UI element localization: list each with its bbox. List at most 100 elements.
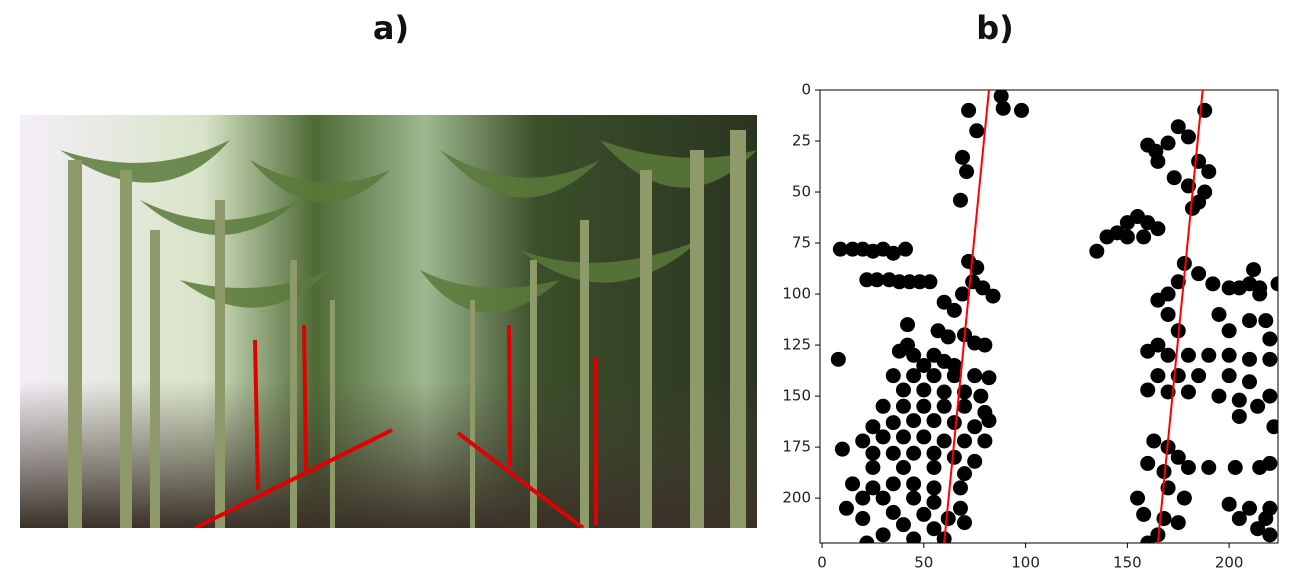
dot [1262,388,1278,404]
dot [1252,286,1268,302]
dot [1180,384,1196,400]
dot [981,370,997,386]
dot [906,445,922,461]
dot [961,102,977,118]
dot [922,274,938,290]
dot [1180,460,1196,475]
dot [906,490,922,506]
dot [865,445,881,461]
dot [1146,433,1162,449]
plot-frame [819,89,1279,544]
dot [1231,280,1247,296]
dot [1150,292,1166,308]
dot [895,460,911,475]
dot [1140,343,1156,359]
dot [865,419,881,435]
dot [926,368,942,384]
dot [967,419,983,435]
dot [1170,515,1186,531]
dot [993,90,1009,104]
y-tick-label: 125 [782,336,811,354]
x-tick-label: 100 [1011,554,1040,572]
dot [875,429,891,445]
dot [926,460,942,475]
dot [957,384,973,400]
dot [969,260,985,276]
fit-line [943,90,990,543]
dot [1089,243,1105,259]
dot [1258,313,1274,329]
dot [859,535,875,543]
dot [936,398,952,414]
dot [967,368,983,384]
dot [1201,164,1217,180]
dot [906,368,922,384]
dot [1221,323,1237,339]
y-tick-label: 175 [782,438,811,456]
dot [916,357,932,373]
dot [838,500,854,516]
y-tick-label: 200 [782,489,811,507]
dot [981,413,997,429]
dot [865,480,881,496]
dot [1242,500,1258,516]
dot [1262,527,1278,543]
dot [906,413,922,429]
dot [1150,153,1166,169]
x-tick-label: 200 [1215,554,1244,572]
dot [855,511,871,527]
dot [952,500,968,516]
dot [895,398,911,414]
x-tick-label: 0 [817,554,827,572]
dot [954,286,970,302]
dot [885,476,901,492]
dot [1242,351,1258,367]
dot [926,413,942,429]
dot [957,398,973,414]
dot [906,476,922,492]
dot [875,527,891,543]
dot [1170,449,1186,465]
dot [1221,347,1237,363]
dot [967,453,983,469]
dot [1160,135,1176,151]
dot [1231,511,1247,527]
dot [1250,398,1266,414]
dot [1166,170,1182,186]
dot [906,531,922,543]
dot [885,415,901,431]
y-tick-label: 100 [782,285,811,303]
fit-line [1156,90,1204,543]
dot [1150,368,1166,384]
y-tick-label: 0 [801,81,811,99]
dot [1262,351,1278,367]
dot [885,504,901,520]
dot [897,241,913,257]
dot [926,480,942,496]
dot [834,441,850,457]
dot [1231,408,1247,424]
dot [895,429,911,445]
dot [957,466,973,482]
dot [977,337,993,353]
dot [885,245,901,261]
y-tick-label: 75 [792,234,811,252]
dot [1136,506,1152,522]
dot [900,317,916,333]
dot [1227,460,1243,475]
dot [885,445,901,461]
dot [859,272,875,288]
dot [995,100,1011,116]
dot [1180,129,1196,145]
dot [940,511,956,527]
dot [1170,274,1186,290]
dot [845,476,861,492]
dot [1258,511,1274,527]
dot [926,445,942,461]
dot [1191,368,1207,384]
dot [1266,419,1278,435]
dot [1262,455,1278,471]
dot [1156,511,1172,527]
dot [977,433,993,449]
